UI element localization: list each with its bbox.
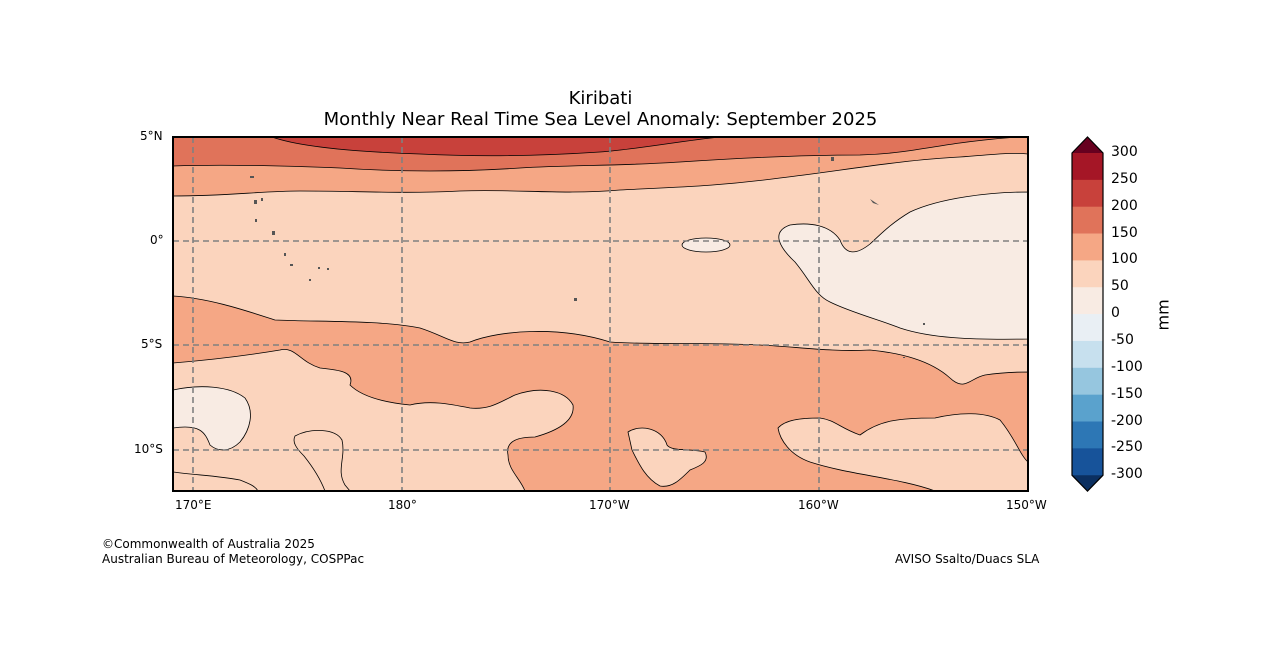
band-100-150-south-b — [627, 427, 707, 487]
copyright-text: ©Commonwealth of Australia 2025 Australi… — [102, 537, 364, 567]
colorbar-tick: 100 — [1111, 251, 1138, 267]
lon-label-150w: 150°W — [1006, 498, 1047, 512]
colorbar-tick: 300 — [1111, 144, 1138, 160]
colorbar-tick: -50 — [1111, 332, 1134, 348]
colorbar-tick: -300 — [1111, 466, 1143, 482]
copyright-line-1: ©Commonwealth of Australia 2025 — [102, 537, 315, 551]
colorbar-segment — [1072, 367, 1103, 395]
colorbar-segment — [1072, 340, 1103, 369]
colorbar-tick: -100 — [1111, 359, 1143, 375]
lat-label-10s: 10°S — [134, 442, 163, 456]
lat-label-5s: 5°S — [141, 337, 163, 351]
colorbar-tick: -250 — [1111, 439, 1143, 455]
colorbar-segment — [1072, 448, 1103, 476]
data-source-text: AVISO Ssalto/Duacs SLA — [895, 552, 1040, 566]
anomaly-field — [173, 137, 1028, 491]
colorbar-segment — [1072, 179, 1103, 207]
band-50-100-blob — [681, 237, 731, 253]
map-subtitle: Monthly Near Real Time Sea Level Anomaly… — [323, 109, 878, 130]
colorbar-segment — [1072, 314, 1103, 342]
lon-label-160w: 160°W — [798, 498, 839, 512]
band-100-150-south-c — [173, 471, 259, 491]
band-250-300-north — [271, 137, 721, 157]
copyright-line-2: Australian Bureau of Meteorology, COSPPa… — [102, 552, 365, 566]
colorbar-tick: 150 — [1111, 225, 1138, 241]
colorbar-segment — [1072, 206, 1103, 234]
colorbar-segment — [1072, 153, 1103, 181]
map-frame — [172, 136, 1029, 492]
band-50-100-east — [778, 191, 1028, 340]
colorbar — [1071, 136, 1104, 493]
colorbar-tick: -150 — [1111, 386, 1143, 402]
map-title: Kiribati — [568, 88, 633, 109]
colorbar-segment — [1072, 233, 1103, 261]
colorbar-min-extend — [1072, 475, 1103, 492]
colorbar-tick: 50 — [1111, 278, 1129, 294]
colorbar-outline — [1071, 136, 1104, 493]
graticule — [173, 137, 1028, 491]
lat-label-0: 0° — [150, 233, 164, 247]
colorbar-unit: mm — [1153, 299, 1173, 331]
colorbar-tick: 0 — [1111, 305, 1120, 321]
lon-label-170e: 170°E — [175, 498, 212, 512]
colorbar-segment — [1072, 260, 1103, 288]
colorbar-max-extend — [1072, 137, 1103, 153]
islands — [250, 157, 925, 358]
colorbar-tick: 250 — [1111, 171, 1138, 187]
lat-label-5n: 5°N — [140, 129, 163, 143]
colorbar-segment — [1072, 394, 1103, 422]
colorbar-tick: -200 — [1111, 413, 1143, 429]
lon-label-170w: 170°W — [589, 498, 630, 512]
colorbar-segment — [1072, 421, 1103, 449]
colorbar-segment — [1072, 287, 1103, 315]
lon-label-180: 180° — [388, 498, 417, 512]
colorbar-tick: 200 — [1111, 198, 1138, 214]
